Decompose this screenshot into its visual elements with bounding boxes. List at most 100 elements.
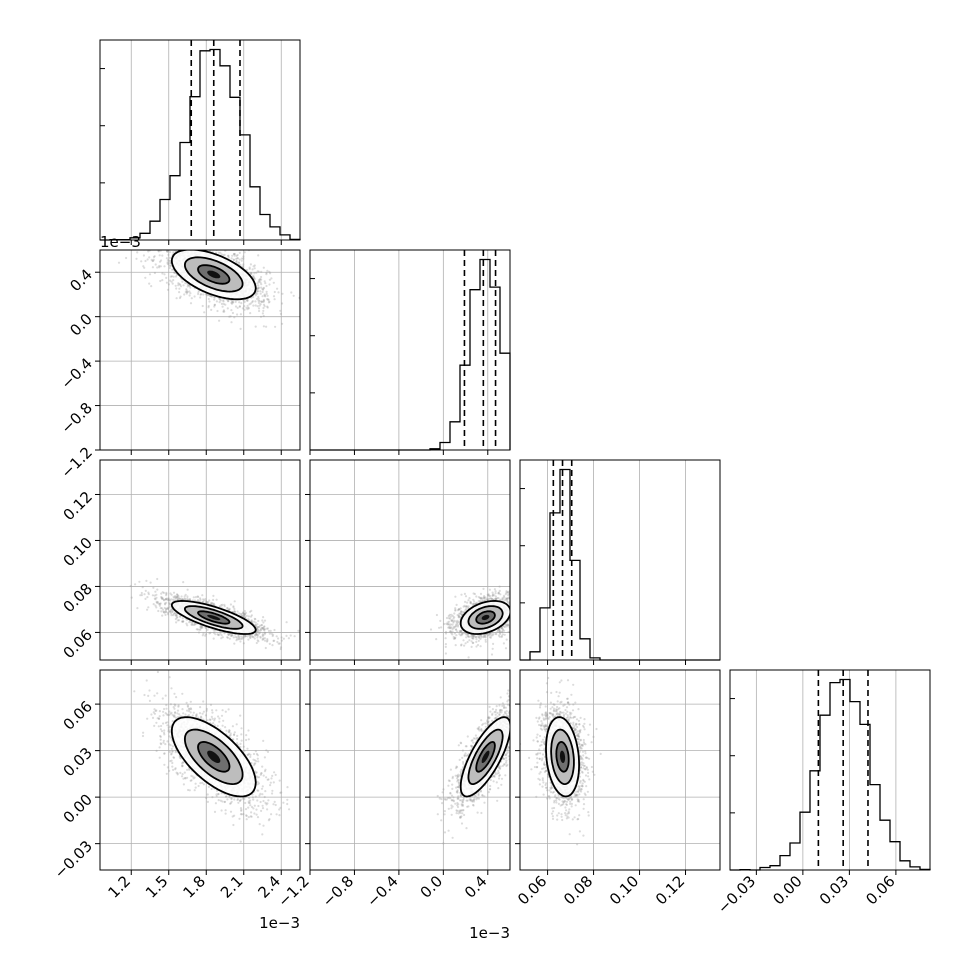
sample-point (292, 294, 295, 297)
sample-point (183, 597, 186, 600)
sample-point (477, 639, 480, 643)
sample-point (188, 598, 192, 601)
sample-point (260, 623, 263, 627)
sample-point (201, 594, 204, 597)
sample-point (460, 613, 463, 616)
sample-point (184, 290, 187, 294)
sample-point (459, 610, 463, 613)
sample-point (175, 614, 178, 617)
sample-point (266, 269, 269, 272)
sample-point (511, 621, 513, 623)
sample-point (196, 599, 200, 602)
sample-point (206, 294, 209, 297)
sample-point (501, 628, 504, 631)
sample-point (194, 596, 197, 599)
sample-point (209, 631, 212, 635)
sample-point (504, 593, 507, 596)
sample-point (204, 633, 208, 636)
sample-point (164, 598, 167, 601)
sample-point (470, 634, 473, 637)
sample-point (486, 634, 489, 637)
sample-point (454, 609, 457, 612)
sample-point (490, 597, 493, 600)
sample-point (512, 599, 514, 601)
sample-point (139, 594, 142, 597)
sample-point (452, 620, 455, 623)
sample-point (483, 597, 486, 600)
sample-point (243, 616, 246, 619)
sample-point (470, 645, 473, 649)
sample-point (444, 643, 447, 646)
sample-point (478, 636, 481, 639)
sample-point (184, 593, 187, 596)
sample-point (461, 631, 464, 634)
sample-point (497, 592, 500, 595)
sample-point (251, 300, 254, 303)
sample-point (456, 609, 460, 612)
sample-point (249, 263, 252, 266)
sample-point (496, 630, 499, 633)
sample-point (211, 602, 214, 606)
sample-point (279, 312, 282, 315)
sample-point (261, 626, 264, 629)
sample-point (249, 636, 252, 639)
sample-point (263, 628, 266, 631)
sample-point (246, 635, 249, 638)
sample-point (188, 248, 190, 250)
sample-point (166, 244, 168, 246)
sample-point (463, 592, 466, 596)
sample-point (265, 325, 268, 328)
sample-point (170, 608, 173, 611)
sample-point (181, 280, 184, 283)
sample-point (475, 645, 478, 648)
sample-point (188, 294, 191, 297)
sample-point (268, 270, 271, 273)
sample-point (256, 628, 259, 631)
sample-point (172, 242, 174, 244)
sample-point (227, 633, 230, 636)
sample-point (258, 299, 261, 303)
sample-point (239, 313, 242, 316)
sample-point (456, 621, 459, 624)
sample-point (238, 305, 241, 308)
sample-point (217, 633, 220, 637)
sample-point (518, 604, 520, 606)
sample-point (278, 642, 281, 645)
sample-point (459, 631, 462, 634)
sample-point (160, 595, 163, 599)
sample-point (167, 599, 170, 602)
sample-point (199, 296, 202, 299)
sample-point (199, 628, 202, 631)
sample-point (188, 598, 191, 601)
panel-p0-p2: 0.060.080.100.12 (60, 459, 301, 665)
sample-point (256, 287, 259, 290)
sample-point (256, 290, 259, 293)
sample-point (453, 632, 456, 635)
sample-point (175, 621, 178, 624)
sample-point (512, 615, 514, 617)
sample-point (220, 634, 223, 637)
sample-point (267, 301, 270, 304)
sample-point (143, 593, 146, 596)
sample-point (173, 612, 176, 615)
sample-point (246, 308, 249, 311)
sample-point (264, 295, 267, 298)
sample-point (199, 246, 201, 248)
sample-point (194, 622, 197, 625)
sample-point (200, 625, 203, 628)
sample-point (229, 603, 232, 606)
sample-point (171, 282, 174, 285)
sample-point (460, 644, 463, 647)
sample-point (186, 624, 189, 627)
sample-point (164, 609, 167, 612)
sample-point (182, 245, 184, 247)
sample-point (161, 272, 164, 275)
sample-point (176, 619, 179, 622)
sample-point (150, 285, 153, 288)
sample-point (457, 616, 460, 619)
sample-point (447, 623, 450, 626)
sample-point (252, 636, 255, 639)
sample-point (259, 636, 262, 639)
sample-point (250, 272, 253, 275)
sample-point (223, 632, 226, 635)
